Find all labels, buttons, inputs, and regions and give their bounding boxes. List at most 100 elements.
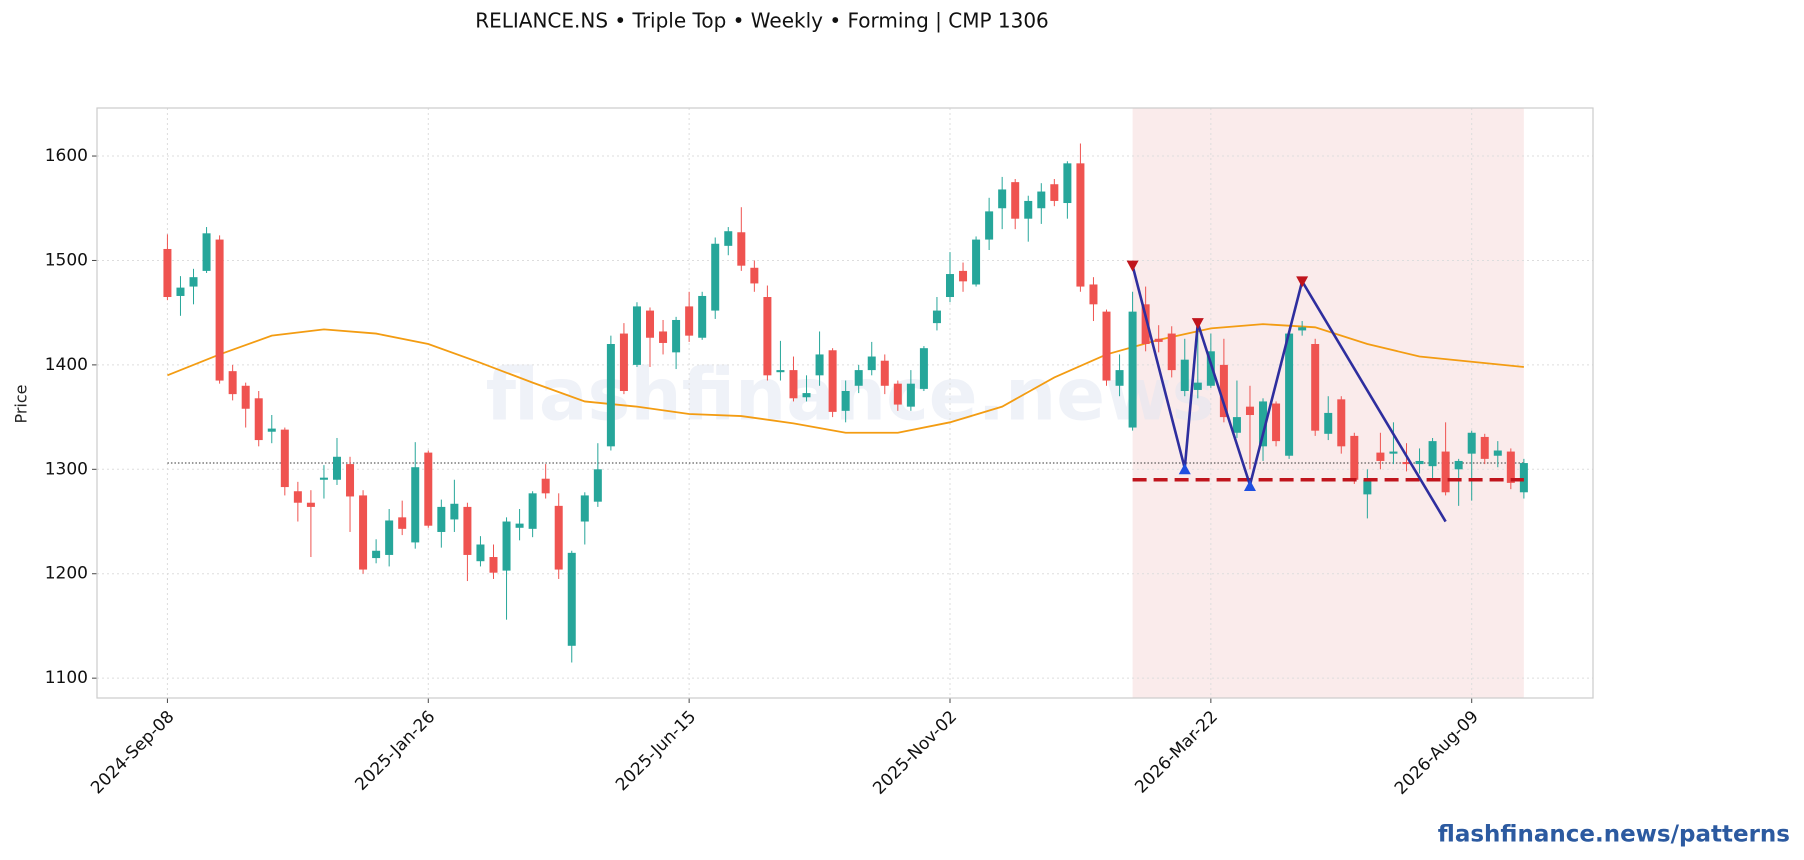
- candle-body: [398, 517, 407, 529]
- candle-body: [750, 267, 759, 284]
- candle-body: [202, 233, 211, 271]
- candle-body: [1428, 441, 1437, 467]
- candle-body: [593, 469, 602, 502]
- candle-body: [1324, 412, 1333, 434]
- candle-body: [280, 429, 289, 488]
- candle-body: [1050, 184, 1059, 201]
- candle-body: [1245, 406, 1254, 416]
- candle-body: [802, 393, 811, 398]
- candle-body: [1311, 344, 1320, 431]
- peak-marker: [1191, 318, 1204, 330]
- candle-body: [528, 493, 537, 529]
- candle-body: [659, 331, 668, 343]
- candle-body: [789, 370, 798, 399]
- candle-body: [1167, 333, 1176, 371]
- candle-body: [815, 354, 824, 376]
- candle-body: [541, 478, 550, 494]
- candle-body: [1024, 200, 1033, 219]
- candle-body: [672, 319, 681, 353]
- x-tick-label: 2024-Sep-08: [87, 707, 178, 798]
- candle-body: [554, 505, 563, 570]
- candle-body: [1011, 182, 1020, 219]
- candle-body: [1350, 435, 1359, 480]
- candle-body: [1037, 191, 1046, 209]
- candle-body: [906, 383, 915, 407]
- candle-body: [880, 360, 889, 386]
- candle-body: [228, 371, 237, 395]
- candle-body: [1337, 399, 1346, 447]
- candle-body: [372, 550, 381, 559]
- y-tick-label: 1100: [45, 668, 88, 688]
- candle-body: [698, 295, 707, 338]
- plot-frame: [96, 107, 1594, 699]
- y-tick-label: 1500: [45, 250, 88, 270]
- candle-body: [854, 370, 863, 386]
- candle-body: [646, 310, 655, 338]
- candle-body: [763, 297, 772, 376]
- peak-marker: [1296, 276, 1309, 288]
- candle-body: [293, 491, 302, 503]
- candle-body: [1180, 359, 1189, 391]
- chart-title: RELIANCE.NS • Triple Top • Weekly • Form…: [475, 9, 1049, 33]
- candle-body: [632, 306, 641, 365]
- candle-body: [685, 306, 694, 336]
- candle-body: [1493, 450, 1502, 456]
- candle-body: [737, 232, 746, 266]
- candle-body: [1467, 432, 1476, 454]
- candle-body: [254, 398, 263, 441]
- candle-body: [841, 390, 850, 411]
- candle-body: [1454, 460, 1463, 470]
- candle-body: [267, 428, 276, 432]
- trough-marker: [1178, 463, 1191, 475]
- candle-body: [346, 464, 355, 497]
- candle-body: [1219, 364, 1228, 418]
- candle-body: [1415, 460, 1424, 465]
- trough-marker: [1243, 479, 1256, 491]
- candle-body: [176, 287, 185, 296]
- candle-body: [489, 557, 498, 573]
- y-tick-label: 1200: [45, 564, 88, 584]
- candle-body: [515, 523, 524, 528]
- candle-body: [1128, 311, 1137, 428]
- candle-body: [215, 239, 224, 381]
- candle-body: [959, 270, 968, 282]
- footer-link: flashfinance.news/patterns: [1438, 822, 1790, 848]
- candle-body: [567, 552, 576, 646]
- candle-body: [1376, 452, 1385, 461]
- candle-body: [1154, 338, 1163, 342]
- candle-body: [893, 383, 902, 405]
- x-tick-label: 2025-Jun-15: [612, 707, 700, 795]
- candle-body: [241, 385, 250, 409]
- candle-body: [1506, 451, 1515, 483]
- candle-body: [1063, 163, 1072, 204]
- candle-body: [332, 456, 341, 480]
- moving-average-line: [167, 323, 1524, 434]
- candle-body: [711, 243, 720, 311]
- y-axis-label: Price: [12, 384, 31, 423]
- candle-body: [476, 544, 485, 562]
- pattern-line: [1131, 265, 1447, 523]
- x-tick-label: 2026-Mar-22: [1131, 707, 1222, 798]
- candle-body: [1298, 327, 1307, 331]
- candle-body: [306, 502, 315, 507]
- candle-body: [1272, 403, 1281, 442]
- peak-marker: [1126, 260, 1139, 272]
- x-tick-label: 2025-Jan-26: [351, 707, 439, 795]
- candle-body: [998, 189, 1007, 209]
- candle-body: [1089, 284, 1098, 305]
- candle-body: [463, 506, 472, 555]
- candle-body: [828, 350, 837, 412]
- candle-body: [1141, 304, 1150, 344]
- candle-body: [619, 333, 628, 391]
- candle-body: [1076, 163, 1085, 287]
- candle-body: [932, 310, 941, 324]
- candle-body: [163, 248, 172, 298]
- candle-body: [411, 467, 420, 543]
- candle-body: [1519, 463, 1528, 493]
- candle-body: [919, 348, 928, 389]
- candle-body: [580, 495, 589, 522]
- candle-body: [776, 370, 785, 373]
- candle-body: [972, 239, 981, 285]
- candle-body: [606, 344, 615, 447]
